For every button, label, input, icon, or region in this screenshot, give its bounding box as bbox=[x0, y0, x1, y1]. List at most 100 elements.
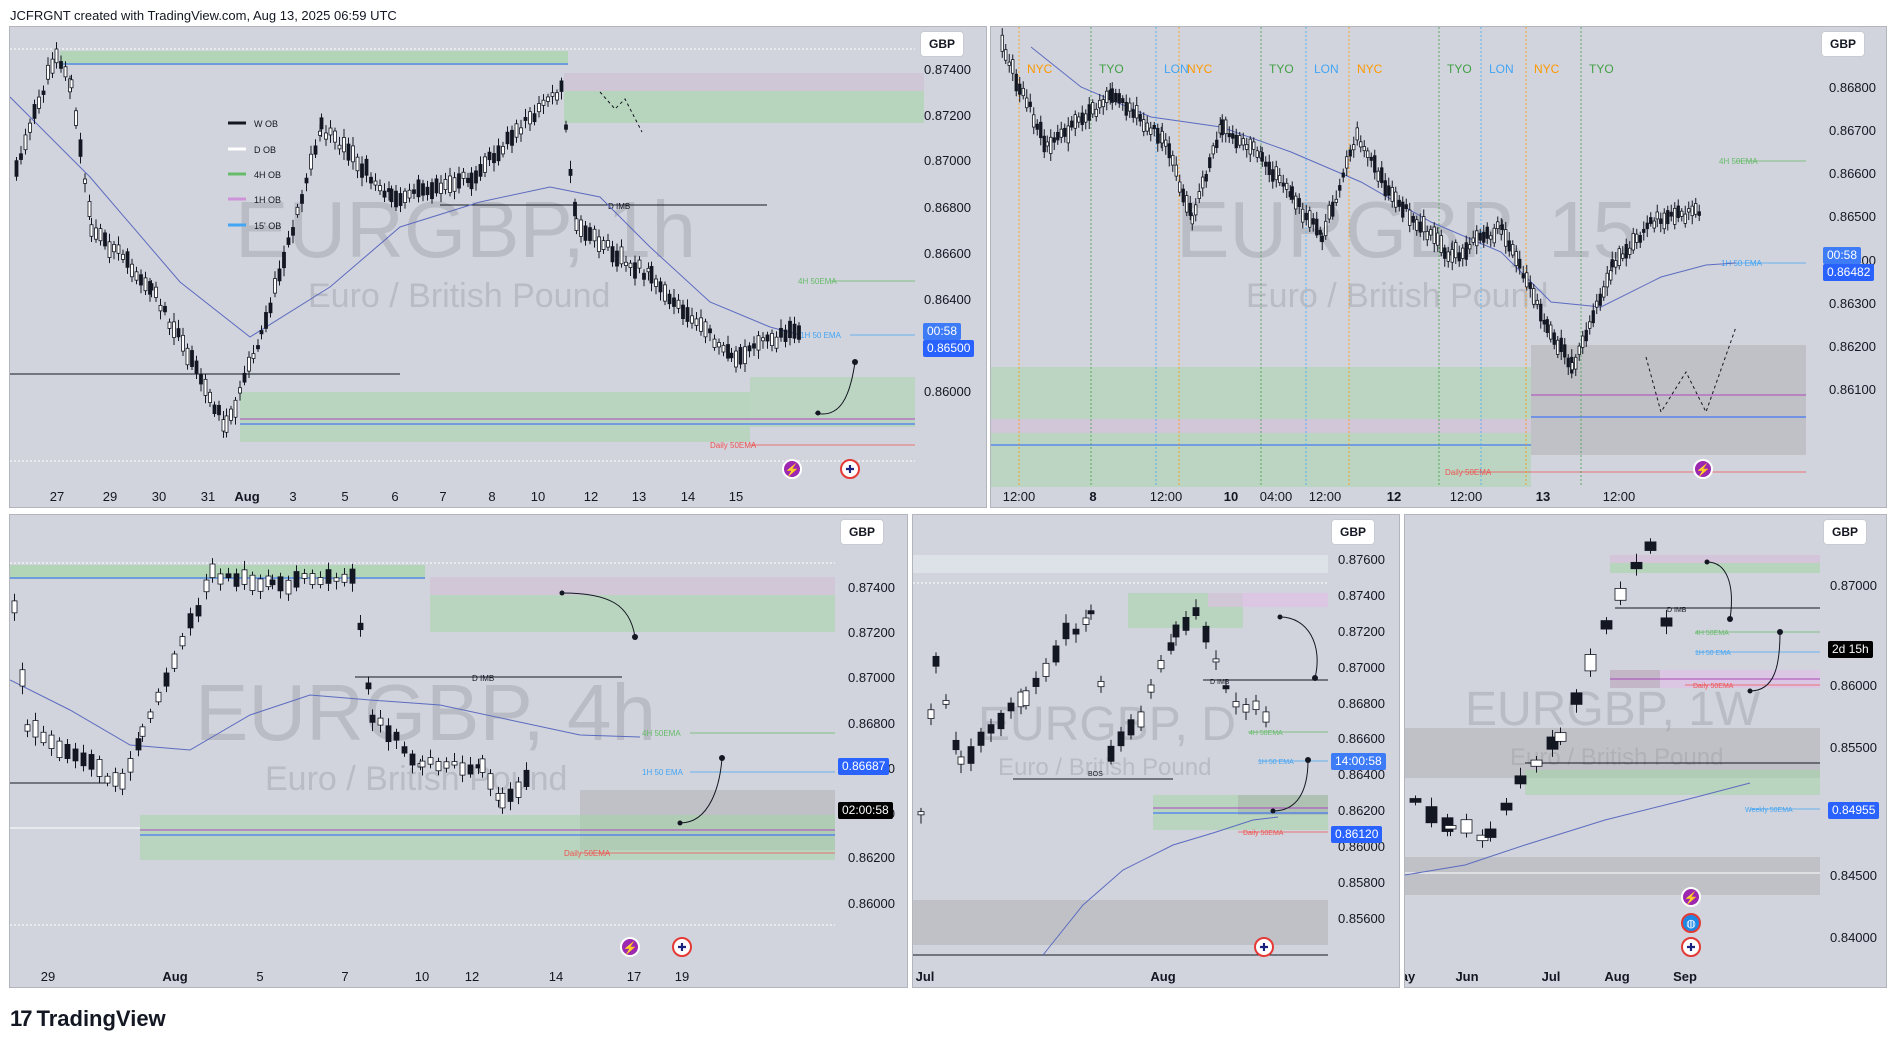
uk-flag-icon[interactable]: ✚ bbox=[1254, 937, 1274, 957]
x-axis-tick: 7 bbox=[341, 969, 348, 984]
session-label: LON bbox=[1489, 62, 1514, 76]
y-axis-tick: 0.86500 bbox=[1829, 209, 1876, 224]
x-axis-tick: 12 bbox=[584, 489, 598, 504]
currency-button[interactable]: GBP bbox=[1331, 519, 1376, 545]
currency-button[interactable]: GBP bbox=[1823, 519, 1868, 545]
y-axis-tick: 0.85500 bbox=[1830, 740, 1877, 755]
y-axis-tick: 0.86600 bbox=[924, 246, 971, 261]
x-axis-tick: 8 bbox=[1089, 489, 1096, 504]
countdown-tag: 00:58 bbox=[923, 323, 962, 340]
price-tag: 0.86482 bbox=[1823, 264, 1875, 281]
event-bolt-icon[interactable]: ⚡ bbox=[1693, 459, 1713, 479]
y-axis-tick: 0.86000 bbox=[1830, 678, 1877, 693]
x-axis-tick: 17 bbox=[627, 969, 641, 984]
y-axis-tick: 0.87000 bbox=[1830, 578, 1877, 593]
session-label: TYO bbox=[1589, 62, 1614, 76]
y-axis-tick: 0.86800 bbox=[1829, 80, 1876, 95]
event-bolt-icon[interactable]: ⚡ bbox=[1681, 887, 1701, 907]
x-axis-tick: 12:00 bbox=[1003, 489, 1036, 504]
session-label: NYC bbox=[1534, 62, 1560, 76]
y-axis-tick: 0.86200 bbox=[1338, 803, 1385, 818]
currency-button[interactable]: GBP bbox=[840, 519, 885, 545]
x-axis-tick: 10 bbox=[1224, 489, 1238, 504]
x-axis-tick: 5 bbox=[256, 969, 263, 984]
y-axis-tick: 0.86800 bbox=[924, 200, 971, 215]
x-axis-tick: Aug bbox=[1150, 969, 1175, 984]
session-label: NYC bbox=[1187, 62, 1213, 76]
x-axis-tick: 6 bbox=[391, 489, 398, 504]
chart-canvas-daily[interactable]: EURGBP, D Euro / British Pound BOS D IMB… bbox=[913, 515, 1400, 988]
watermark-symbol: EURGBP, 15 bbox=[1176, 185, 1637, 274]
currency-button[interactable]: GBP bbox=[1821, 31, 1866, 57]
x-axis-tick: 12 bbox=[465, 969, 479, 984]
watermark-symbol: EURGBP, D bbox=[978, 698, 1236, 751]
chart-panel-weekly[interactable]: EURGBP, 1W Euro / British Pound D IMB 4H… bbox=[1404, 514, 1887, 988]
ema-1h-label: 1H 50 EMA bbox=[800, 331, 842, 340]
x-axis-tick: 13 bbox=[1536, 489, 1550, 504]
price-tag: 0.84955 bbox=[1828, 802, 1880, 819]
daily-ema-label: Daily 50EMA bbox=[1693, 683, 1734, 690]
price-tag: 0.86687 bbox=[838, 758, 890, 775]
daily-ema-label: Daily 50EMA bbox=[1445, 468, 1492, 477]
daily-ema-label: Daily 50EMA bbox=[710, 441, 757, 450]
watermark-symbol: EURGBP, 4h bbox=[195, 668, 656, 757]
globe-event-icon[interactable]: ◍ bbox=[1681, 913, 1701, 933]
chart-canvas-15m[interactable]: EURGBP, 15 Euro / British Pound Daily 50… bbox=[991, 27, 1887, 508]
tradingview-logo[interactable]: 17 TradingView bbox=[10, 1006, 166, 1032]
chart-panel-1h[interactable]: EURGBP, 1h Euro / British Pound D IMB 4H… bbox=[9, 26, 987, 508]
y-axis-tick: 0.86800 bbox=[1338, 696, 1385, 711]
x-axis-tick: 14 bbox=[681, 489, 695, 504]
watermark-symbol: EURGBP, 1h bbox=[235, 185, 696, 274]
price-tag: 0.86500 bbox=[923, 340, 975, 357]
session-label: NYC bbox=[1357, 62, 1383, 76]
y-axis-tick: 0.86600 bbox=[1338, 731, 1385, 746]
tradingview-wordmark: TradingView bbox=[36, 1006, 166, 1031]
y-axis-tick: 0.87200 bbox=[924, 108, 971, 123]
chart-panel-15m[interactable]: EURGBP, 15 Euro / British Pound Daily 50… bbox=[990, 26, 1887, 508]
candles-daily bbox=[917, 599, 1270, 824]
y-axis-tick: 0.87000 bbox=[1338, 660, 1385, 675]
y-axis-tick: 0.87000 bbox=[848, 670, 895, 685]
y-axis-tick: 0.87400 bbox=[924, 62, 971, 77]
x-axis-tick: 31 bbox=[201, 489, 215, 504]
y-axis-tick: 0.86400 bbox=[924, 292, 971, 307]
event-bolt-icon[interactable]: ⚡ bbox=[782, 459, 802, 479]
session-label: TYO bbox=[1269, 62, 1294, 76]
candles-4h bbox=[11, 558, 530, 814]
svg-text:4H OB: 4H OB bbox=[254, 170, 281, 180]
chart-canvas-4h[interactable]: EURGBP, 4h Euro / British Pound D IMB 4H… bbox=[10, 515, 908, 988]
candles-weekly bbox=[1409, 538, 1673, 848]
dimb-label: D IMB bbox=[1210, 679, 1230, 686]
y-axis-tick: 0.84000 bbox=[1830, 930, 1877, 945]
chart-canvas-weekly[interactable]: EURGBP, 1W Euro / British Pound D IMB 4H… bbox=[1405, 515, 1887, 988]
ema-1h-label: 1H 50 EMA bbox=[1695, 650, 1731, 657]
event-bolt-icon[interactable]: ⚡ bbox=[620, 937, 640, 957]
chart-panel-daily[interactable]: EURGBP, D Euro / British Pound BOS D IMB… bbox=[912, 514, 1400, 988]
x-axis-tick: 12:00 bbox=[1603, 489, 1636, 504]
y-axis-tick: 0.86300 bbox=[1829, 296, 1876, 311]
ema-4h-label: 4H 50EMA bbox=[798, 277, 837, 286]
chart-panel-4h[interactable]: EURGBP, 4h Euro / British Pound D IMB 4H… bbox=[9, 514, 908, 988]
uk-flag-icon[interactable]: ✚ bbox=[840, 459, 860, 479]
ema-1h-label: 1H 50 EMA bbox=[1721, 259, 1763, 268]
uk-flag-icon[interactable]: ✚ bbox=[672, 937, 692, 957]
session-label: LON bbox=[1314, 62, 1339, 76]
y-axis-tick: 0.85800 bbox=[1338, 875, 1385, 890]
chart-credit: JCFRGNT created with TradingView.com, Au… bbox=[10, 8, 397, 23]
uk-flag-icon[interactable]: ✚ bbox=[1681, 937, 1701, 957]
y-axis-tick: 0.86700 bbox=[1829, 123, 1876, 138]
x-axis-tick: 14 bbox=[549, 969, 563, 984]
x-axis-tick: 10 bbox=[415, 969, 429, 984]
x-axis-tick: Aug bbox=[162, 969, 187, 984]
legend-box: W OB D OB 4H OB 1H OB 15' OB bbox=[228, 119, 281, 231]
watermark-name: Euro / British Pound bbox=[998, 754, 1211, 781]
x-axis-tick: 29 bbox=[103, 489, 117, 504]
chart-canvas-1h[interactable]: EURGBP, 1h Euro / British Pound D IMB 4H… bbox=[10, 27, 987, 508]
x-axis-tick: ay bbox=[1405, 969, 1416, 984]
x-axis-tick: Sep bbox=[1673, 969, 1697, 984]
ema-4h-label: 4H 50EMA bbox=[1695, 630, 1729, 637]
x-axis-tick: 30 bbox=[152, 489, 166, 504]
currency-button[interactable]: GBP bbox=[920, 31, 965, 57]
x-axis-tick: 29 bbox=[41, 969, 55, 984]
x-axis-tick: Jul bbox=[916, 969, 935, 984]
